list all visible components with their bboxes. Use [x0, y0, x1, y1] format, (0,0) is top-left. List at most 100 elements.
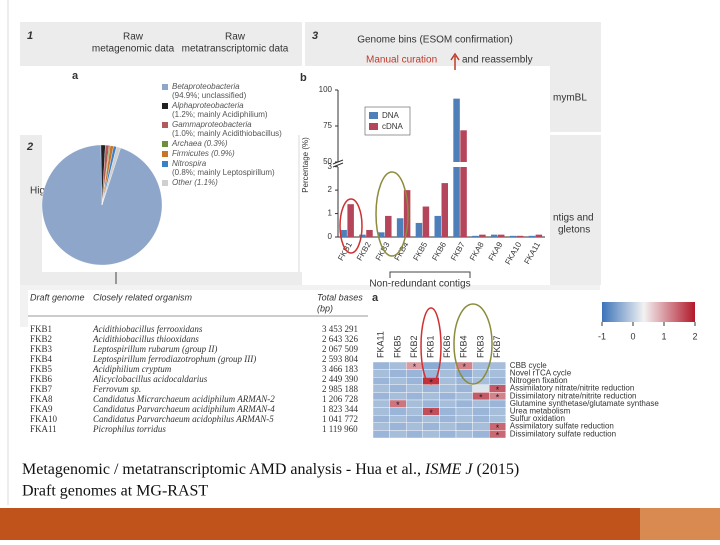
highlight	[420, 307, 442, 385]
legend-swatch	[162, 151, 168, 157]
heatmap-cell	[455, 430, 473, 439]
footer-band	[0, 508, 720, 540]
heatmap-cell	[472, 384, 490, 393]
bar	[509, 235, 517, 237]
legend-label: DNA	[382, 111, 400, 120]
heatmap-cell	[422, 430, 440, 439]
legend-swatch	[369, 123, 378, 130]
caption-part: ISME J	[424, 461, 473, 478]
table-cell: 2 449 390	[322, 374, 359, 384]
significance-marker: *	[396, 400, 400, 410]
colorbar-label: -1	[598, 331, 606, 341]
step-number: 3	[312, 30, 318, 42]
heatmap-cell	[406, 422, 424, 431]
heatmap-cell	[372, 407, 390, 416]
text: and reassembly	[462, 55, 533, 66]
bracket	[389, 271, 471, 278]
legend-box	[364, 106, 411, 136]
table-cell: 2 985 188	[322, 384, 359, 394]
table-header: Draft genome	[30, 292, 85, 302]
bar	[403, 190, 411, 237]
heatmap-cell	[406, 377, 424, 386]
legend-label: Other (1.1%)	[172, 178, 218, 187]
heatmap-cell	[406, 430, 424, 439]
heatmap-cell	[439, 430, 457, 439]
text: Hig	[30, 186, 45, 197]
caption: Metagenomic / metatranscriptomic AMD ana…	[22, 461, 519, 478]
legend-label: cDNA	[382, 122, 404, 131]
text: Genome bins (ESOM confirmation)	[357, 35, 513, 46]
legend-label: Firmicutes (0.9%)	[172, 149, 235, 158]
table-cell: 1 823 344	[322, 404, 359, 414]
legend-label: Gammaproteobacteria	[172, 120, 252, 129]
significance-marker: *	[429, 377, 433, 387]
text: Non-redundant contigs	[369, 279, 470, 290]
heatmap-cell	[489, 407, 507, 416]
legend-label: Archaea (0.3%)	[171, 139, 228, 148]
table-cell: Candidatus Micrarchaeum acidiphilum ARMA…	[93, 394, 275, 404]
heatmap-cell	[439, 399, 457, 408]
bar	[535, 234, 543, 237]
table-cell: Leptospirillum ferrodiazotrophum (group …	[92, 354, 256, 364]
legend-swatch	[162, 161, 168, 167]
text: metagenomic data	[92, 44, 175, 55]
highlight	[453, 303, 493, 385]
table-cell: FKB1	[30, 324, 52, 334]
significance-marker: *	[496, 431, 500, 441]
heatmap-cell	[389, 384, 407, 393]
legend-swatch	[162, 141, 168, 147]
heatmap-cell	[455, 407, 473, 416]
bar	[441, 183, 448, 237]
bar-lower	[460, 167, 467, 237]
table-cell: 2 643 326	[322, 334, 359, 344]
significance-marker: *	[413, 362, 417, 372]
panel-right	[550, 135, 601, 285]
bar	[359, 234, 366, 237]
table-cell: 1 119 960	[322, 424, 358, 434]
bar	[396, 218, 404, 237]
table-cell: Acidiphilium cryptum	[92, 364, 172, 374]
table-cell: FKA8	[30, 394, 53, 404]
heatmap-cell	[372, 377, 390, 386]
table-cell: FKB4	[30, 354, 53, 364]
text: Raw	[225, 32, 246, 43]
heatmap-cell	[389, 369, 407, 378]
colorbar-label: 2	[692, 331, 697, 341]
heatmap-cell	[406, 415, 424, 424]
table-cell: Acidithiobacillus thiooxidans	[92, 334, 199, 344]
legend-label: Nitrospira	[172, 159, 207, 168]
heatmap-cell	[439, 369, 457, 378]
table-cell: Leptospirillum rubarum (group II)	[92, 344, 217, 354]
legend-detail: (1.0%; mainly Acidithiobacillus)	[172, 129, 282, 138]
heatmap-cell	[406, 392, 424, 401]
heatmap-cell	[372, 422, 390, 431]
heatmap-cell	[372, 399, 390, 408]
panel-1	[20, 22, 302, 66]
heatmap-cell	[439, 392, 457, 401]
heatmap-cell	[489, 369, 507, 378]
table-cell: FKA9	[30, 404, 53, 414]
row-label: Sulfur oxidation	[510, 414, 565, 423]
heatmap-cell	[439, 361, 457, 370]
column-label: FKB2	[409, 335, 419, 358]
table-cell: 2 067 509	[322, 344, 359, 354]
footer-accent	[640, 508, 720, 540]
heatmap-cell	[455, 392, 473, 401]
heatmap-cell	[389, 377, 407, 386]
bar	[347, 204, 354, 237]
table-cell: Picrophilus torridus	[92, 424, 166, 434]
heatmap-cell	[472, 407, 490, 416]
row-label: Assimilatory sulfate reduction	[510, 422, 614, 431]
table-cell: Alicyclobacillus acidocaldarius	[92, 374, 208, 384]
heatmap-cell	[422, 399, 440, 408]
highlight	[375, 171, 409, 257]
bar	[366, 229, 373, 237]
legend-label: Betaproteobacteria	[172, 82, 240, 91]
table-cell: 2 593 804	[322, 354, 359, 364]
table-cell: 1 206 728	[322, 394, 359, 404]
y-tick-label: 100	[319, 85, 333, 94]
table-header: Closely related organism	[93, 292, 193, 302]
column-label: FKA11	[376, 331, 386, 358]
heatmap-cell	[455, 422, 473, 431]
heatmap-cell	[422, 392, 440, 401]
